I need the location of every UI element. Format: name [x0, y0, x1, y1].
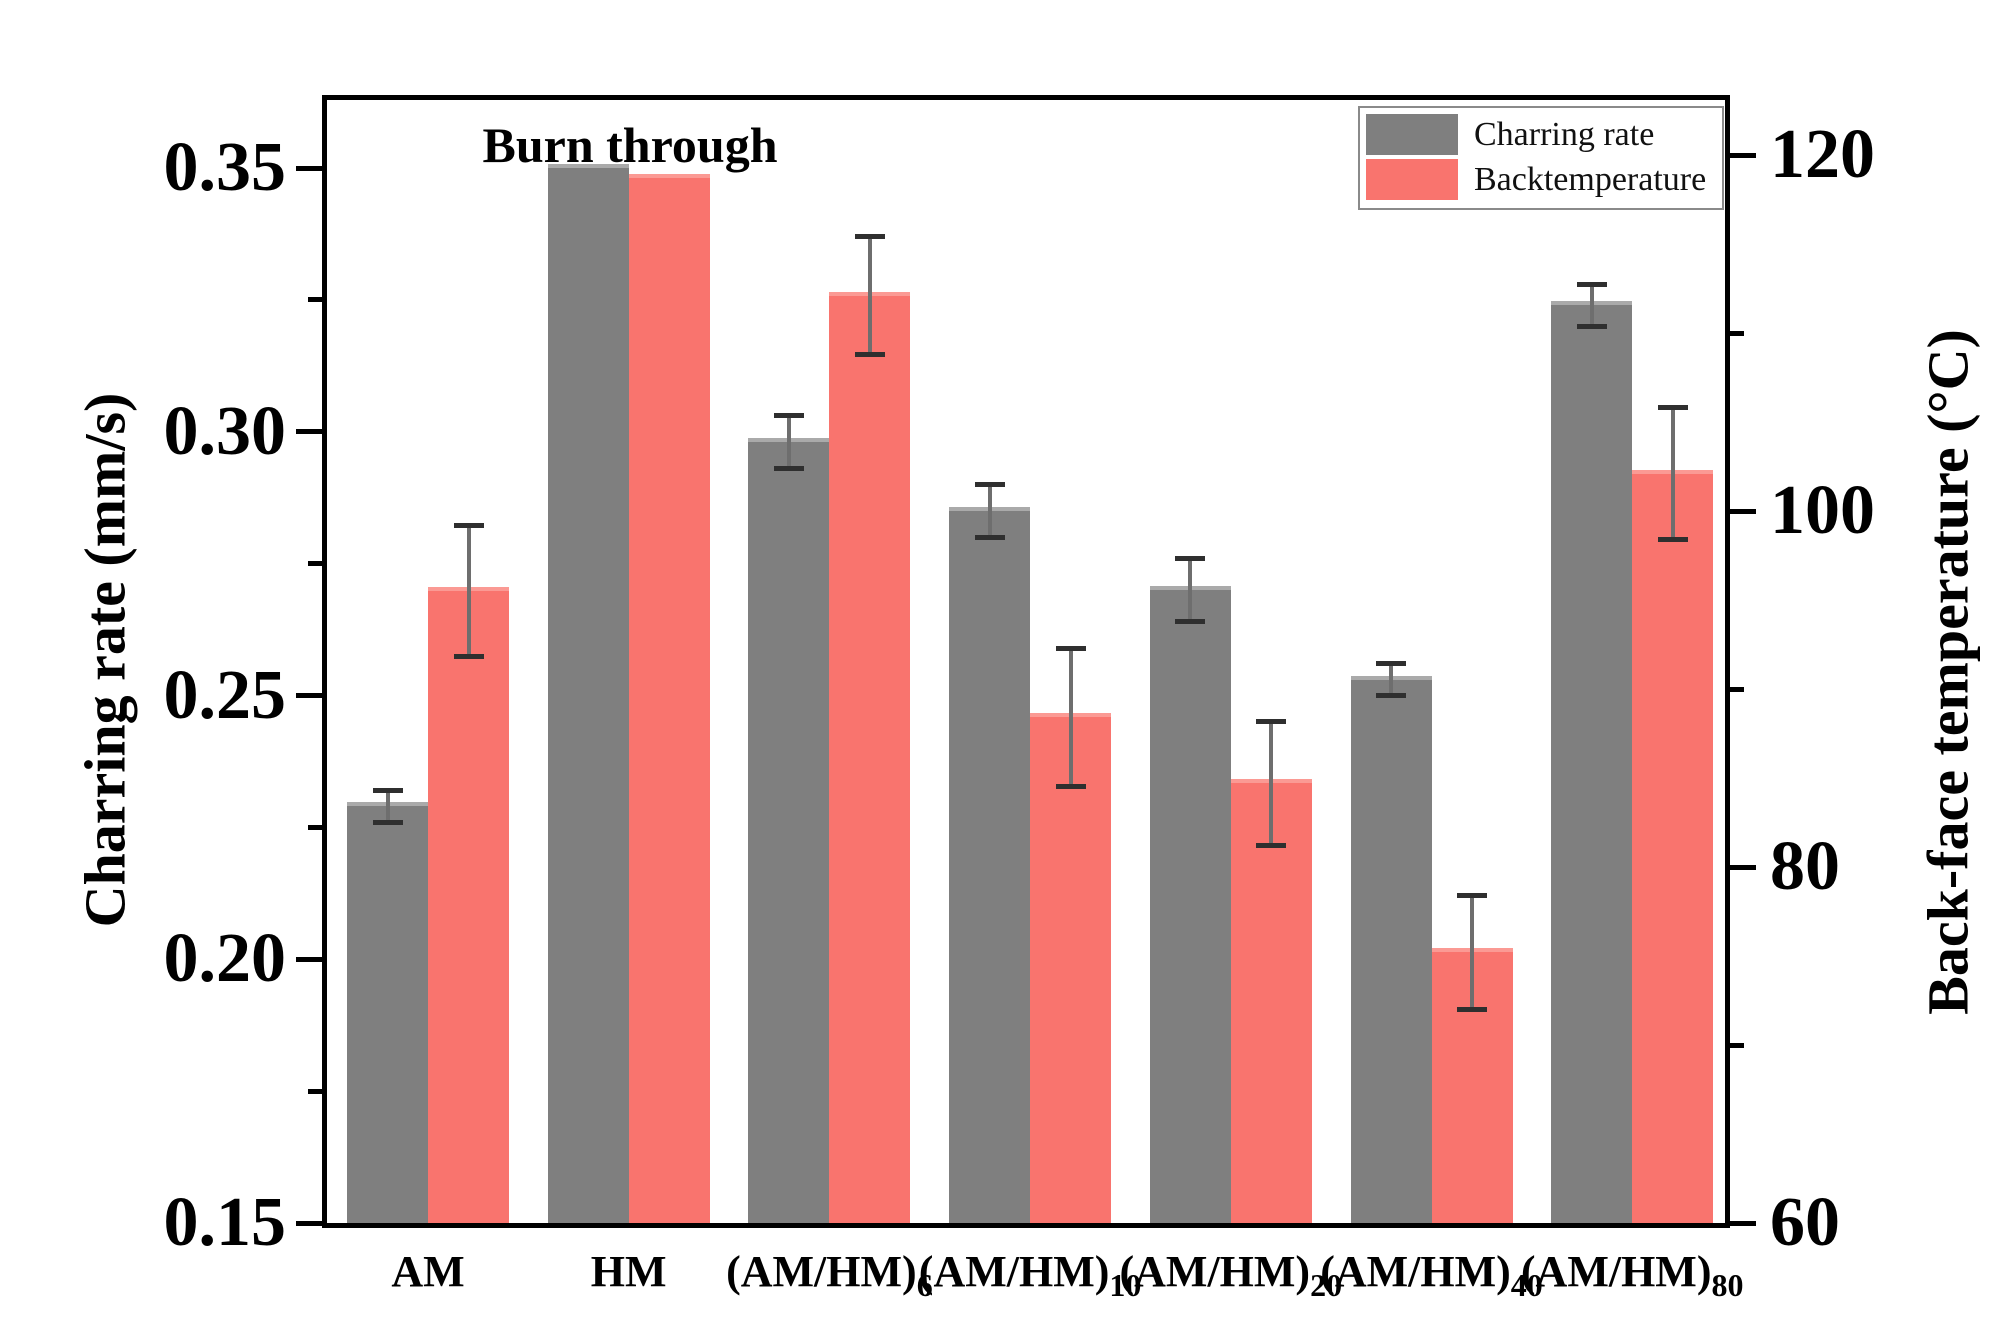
right-axis-tick-label: 60 [1770, 1184, 1840, 1261]
error-bar-cap [1657, 405, 1688, 411]
bar-charring-(AM/HM)40 [1350, 675, 1432, 1223]
error-bar-cap [773, 466, 804, 472]
left-axis-tick-label: 0.20 [163, 920, 287, 998]
left-axis-tick-label: 0.30 [163, 392, 287, 470]
left-axis-tick-label: 0.35 [163, 129, 287, 206]
bar-backtemp-(AM/HM)10 [1030, 713, 1112, 1223]
left-axis-minor-tick [308, 1088, 322, 1094]
error-bar [1068, 648, 1073, 787]
left-axis-major-tick [296, 693, 322, 698]
left-axis-major-tick [296, 956, 322, 962]
x-tick-label-(AM/HM)40: (AM/HM)40 [1320, 1247, 1543, 1303]
error-bar [867, 236, 872, 355]
legend-label-charring-rate: Charring rate [1474, 115, 1655, 153]
error-bar-cap [854, 234, 885, 240]
burn-through-annotation: Burn through [482, 117, 778, 173]
left-axis-major-tick [296, 165, 322, 171]
error-bar-cap [372, 819, 403, 825]
legend-swatch-charring-rate [1366, 114, 1458, 155]
x-tick-label-(AM/HM)6: (AM/HM)6 [726, 1247, 933, 1303]
error-bar-cap [974, 534, 1005, 540]
error-bar-cap [1055, 645, 1086, 651]
right-axis-minor-tick [1730, 1042, 1744, 1048]
left-axis-major-tick [296, 429, 322, 435]
bar-charring-(AM/HM)10 [949, 506, 1031, 1223]
error-bar [466, 525, 471, 657]
error-bar-cap [1256, 843, 1287, 849]
error-bar-cap [1175, 555, 1206, 561]
left-axis-minor-tick [308, 297, 322, 303]
right-axis-major-tick [1730, 152, 1756, 158]
error-bar [1670, 407, 1675, 540]
right-axis-minor-tick [1730, 686, 1744, 692]
error-bar-cap [1457, 892, 1487, 898]
bar-backtemp-(AM/HM)20 [1230, 779, 1312, 1223]
error-bar [1589, 284, 1594, 327]
error-bar-cap [1657, 536, 1688, 542]
bar-charring-AM [347, 802, 428, 1223]
bar-backtemp-HM [628, 174, 710, 1223]
bar-charring-(AM/HM)80 [1551, 301, 1633, 1223]
error-bar-cap [1256, 718, 1287, 724]
legend-label-backtemperature: Backtemperature [1474, 160, 1707, 198]
error-bar-cap [453, 654, 484, 660]
right-axis-title: Back-face temperature (°C) [1915, 329, 1981, 1015]
error-bar [1269, 721, 1274, 846]
x-tick-label-(AM/HM)20: (AM/HM)20 [1119, 1247, 1343, 1303]
right-axis-major-tick [1730, 864, 1756, 870]
error-bar-cap [974, 482, 1005, 487]
right-axis-tick-label: 100 [1770, 472, 1875, 549]
error-bar [1470, 895, 1474, 1010]
x-tick-label-HM: HM [590, 1247, 667, 1296]
left-axis-tick-label: 0.15 [163, 1184, 287, 1261]
x-tick-label-(AM/HM)80: (AM/HM)80 [1520, 1247, 1744, 1303]
bar-charring-(AM/HM)20 [1149, 586, 1231, 1223]
legend: Charring rate Backtemperature [1358, 106, 1724, 210]
error-bar [1188, 558, 1193, 622]
error-bar [385, 790, 390, 823]
error-bar-cap [372, 787, 403, 793]
right-axis-major-tick [1730, 1220, 1756, 1226]
bar-backtemp-(AM/HM)6 [829, 291, 911, 1223]
right-axis-minor-tick [1730, 330, 1744, 336]
bar-backtemp-AM [428, 587, 509, 1223]
right-axis-tick-label: 80 [1770, 828, 1840, 905]
left-axis-major-tick [296, 1220, 322, 1226]
left-axis-tick-label: 0.25 [163, 656, 287, 734]
legend-item-charring-rate: Charring rate [1366, 112, 1716, 157]
bar-backtemp-(AM/HM)80 [1632, 469, 1714, 1223]
left-axis-minor-tick [308, 824, 322, 830]
error-bar-cap [1457, 1006, 1487, 1012]
error-bar-cap [854, 351, 885, 357]
error-bar-cap [1175, 619, 1206, 625]
error-bar [786, 415, 791, 469]
left-axis-minor-tick [308, 561, 322, 567]
error-bar [987, 484, 992, 538]
error-bar-cap [1055, 784, 1086, 790]
bar-charring-HM [547, 164, 629, 1223]
right-axis-major-tick [1730, 508, 1756, 514]
right-axis-tick-label: 120 [1770, 116, 1875, 193]
x-tick-label-AM: AM [391, 1247, 465, 1296]
error-bar-cap [453, 522, 484, 528]
error-bar-cap [1376, 661, 1406, 667]
plot-area [322, 95, 1730, 1228]
error-bar-cap [1576, 281, 1607, 287]
error-bar [1389, 663, 1393, 696]
error-bar-cap [1376, 693, 1406, 698]
error-bar-cap [773, 413, 804, 419]
error-bar-cap [1576, 323, 1607, 329]
x-tick-label-(AM/HM)10: (AM/HM)10 [918, 1247, 1142, 1303]
bar-charring-(AM/HM)6 [748, 438, 830, 1223]
legend-swatch-backtemperature [1366, 159, 1458, 200]
legend-item-backtemperature: Backtemperature [1366, 157, 1716, 202]
